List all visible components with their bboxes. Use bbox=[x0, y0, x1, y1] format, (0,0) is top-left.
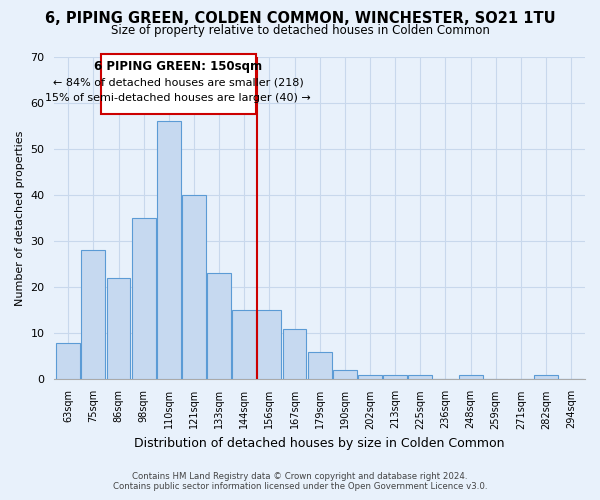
Text: 6 PIPING GREEN: 150sqm: 6 PIPING GREEN: 150sqm bbox=[94, 60, 262, 73]
Bar bbox=[232, 310, 256, 380]
Bar bbox=[56, 342, 80, 380]
Text: ← 84% of detached houses are smaller (218): ← 84% of detached houses are smaller (21… bbox=[53, 78, 304, 88]
Bar bbox=[82, 250, 106, 380]
Y-axis label: Number of detached properties: Number of detached properties bbox=[15, 130, 25, 306]
Text: Contains HM Land Registry data © Crown copyright and database right 2024.
Contai: Contains HM Land Registry data © Crown c… bbox=[113, 472, 487, 491]
Bar bbox=[132, 218, 155, 380]
Bar bbox=[458, 375, 482, 380]
Bar bbox=[107, 278, 130, 380]
Bar bbox=[409, 375, 432, 380]
Text: 6, PIPING GREEN, COLDEN COMMON, WINCHESTER, SO21 1TU: 6, PIPING GREEN, COLDEN COMMON, WINCHEST… bbox=[44, 11, 556, 26]
Bar bbox=[383, 375, 407, 380]
Bar bbox=[283, 328, 307, 380]
Bar bbox=[157, 121, 181, 380]
Bar bbox=[257, 310, 281, 380]
Bar bbox=[333, 370, 357, 380]
Text: 15% of semi-detached houses are larger (40) →: 15% of semi-detached houses are larger (… bbox=[46, 94, 311, 104]
Bar bbox=[358, 375, 382, 380]
FancyBboxPatch shape bbox=[101, 54, 256, 114]
Bar bbox=[182, 195, 206, 380]
Bar bbox=[534, 375, 558, 380]
Bar bbox=[308, 352, 332, 380]
X-axis label: Distribution of detached houses by size in Colden Common: Distribution of detached houses by size … bbox=[134, 437, 505, 450]
Text: Size of property relative to detached houses in Colden Common: Size of property relative to detached ho… bbox=[110, 24, 490, 37]
Bar bbox=[207, 274, 231, 380]
